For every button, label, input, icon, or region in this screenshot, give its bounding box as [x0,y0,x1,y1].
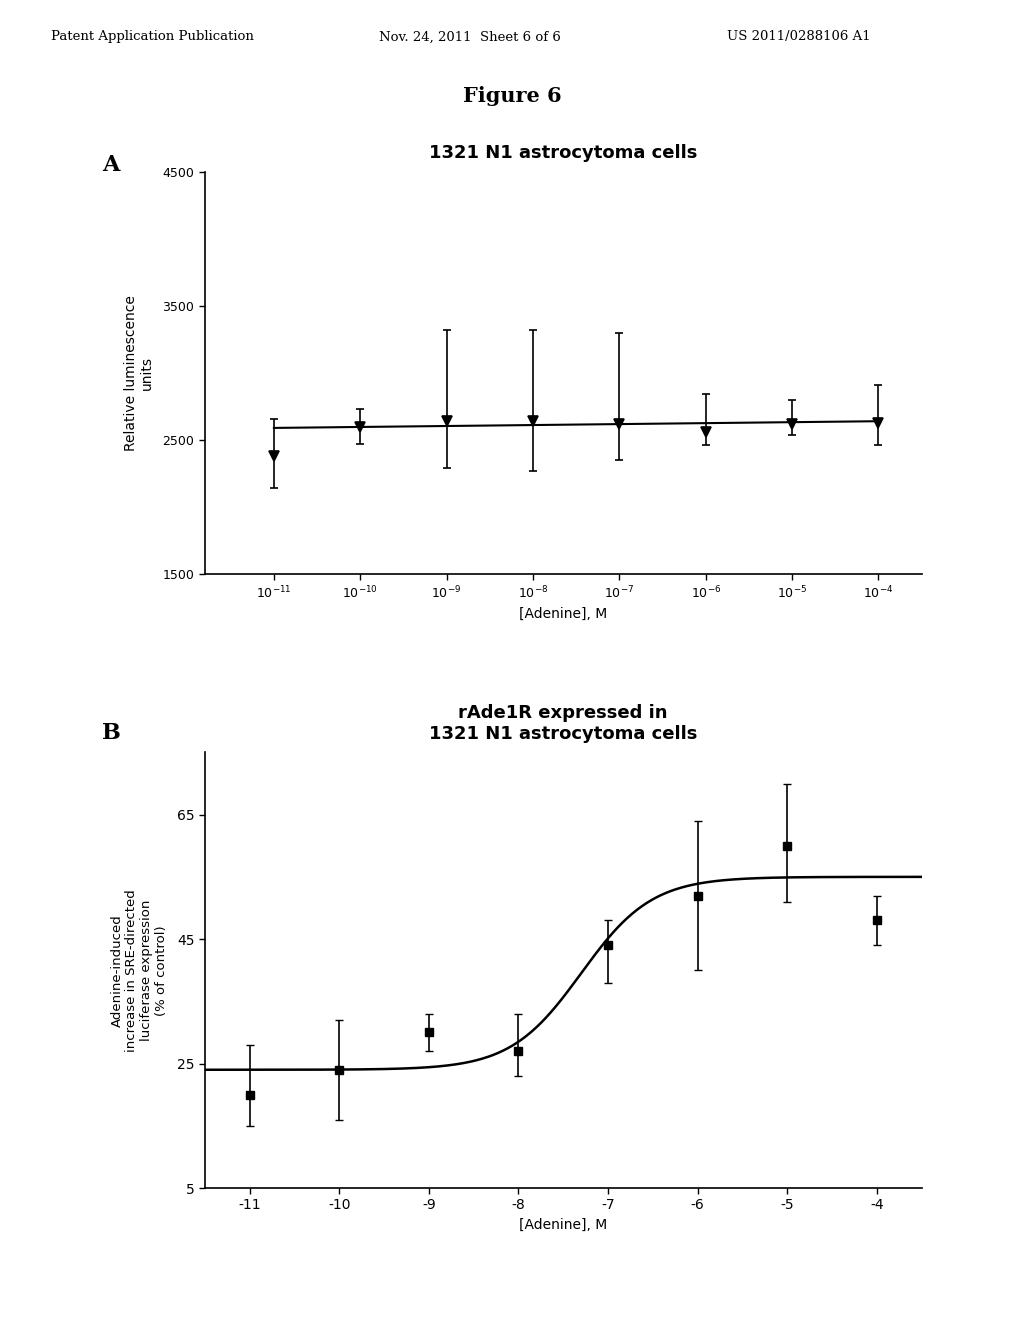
X-axis label: [Adenine], M: [Adenine], M [519,607,607,620]
Y-axis label: Adenine-induced
increase in SRE-directed
luciferase expression
(% of control): Adenine-induced increase in SRE-directed… [111,888,168,1052]
Text: Nov. 24, 2011  Sheet 6 of 6: Nov. 24, 2011 Sheet 6 of 6 [379,30,561,44]
Text: B: B [102,722,121,744]
Title: rAde1R expressed in
1321 N1 astrocytoma cells: rAde1R expressed in 1321 N1 astrocytoma … [429,704,697,743]
X-axis label: [Adenine], M: [Adenine], M [519,1218,607,1232]
Text: US 2011/0288106 A1: US 2011/0288106 A1 [727,30,870,44]
Y-axis label: Relative luminescence
units: Relative luminescence units [124,294,155,451]
Text: Figure 6: Figure 6 [463,86,561,106]
Text: Patent Application Publication: Patent Application Publication [51,30,254,44]
Text: A: A [102,154,120,177]
Title: 1321 N1 astrocytoma cells: 1321 N1 astrocytoma cells [429,144,697,162]
